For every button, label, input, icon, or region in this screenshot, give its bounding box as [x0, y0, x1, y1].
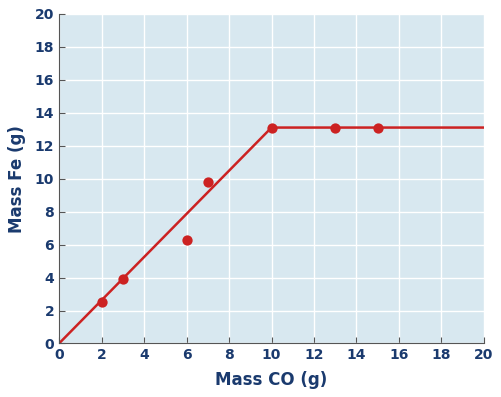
X-axis label: Mass CO (g): Mass CO (g) [215, 371, 327, 389]
Point [119, 276, 127, 282]
Point [97, 299, 105, 305]
Y-axis label: Mass Fe (g): Mass Fe (g) [9, 125, 26, 233]
Point [373, 124, 381, 131]
Point [267, 124, 275, 131]
Point [203, 179, 211, 185]
Point [182, 237, 190, 243]
Point [331, 124, 339, 131]
